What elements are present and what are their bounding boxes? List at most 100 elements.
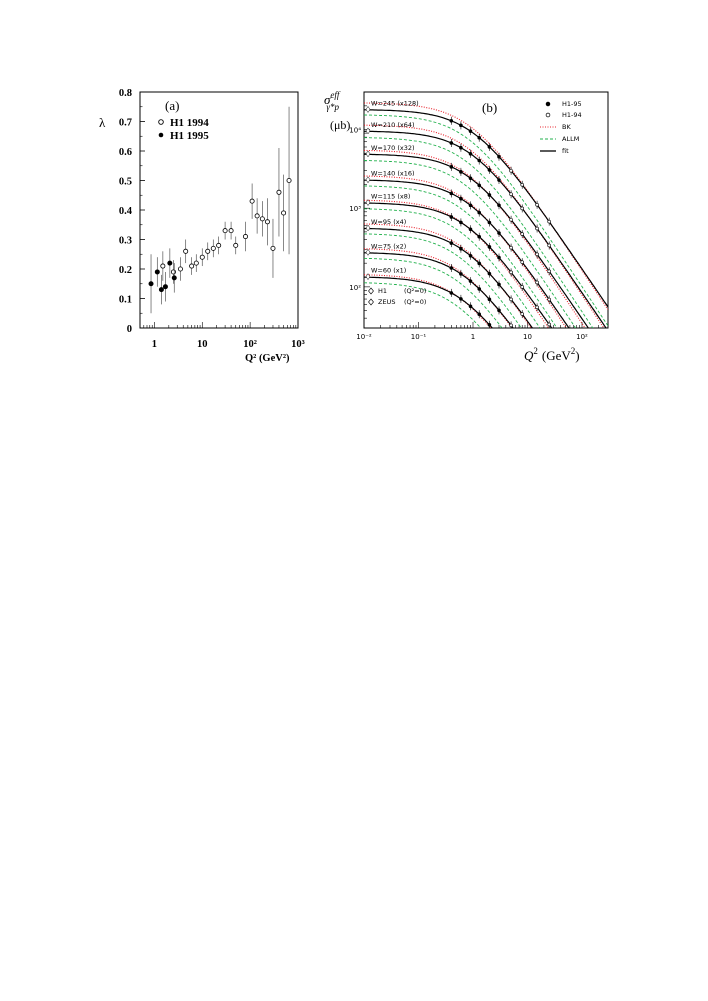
panel-a-x-axis-label: Q² (GeV²) bbox=[245, 353, 290, 364]
curve-label-3: W=140 (x16) bbox=[371, 170, 415, 178]
data-point-2-2 bbox=[468, 176, 473, 181]
y-tick-label-4: 0.4 bbox=[119, 206, 133, 217]
data-point-5-0 bbox=[449, 241, 454, 245]
data-point-6-1 bbox=[459, 272, 463, 276]
curve-label-5: W=95 (x4) bbox=[371, 218, 406, 226]
point-h1-1995-3 bbox=[162, 284, 168, 290]
panel-b-y-unit: (μb) bbox=[330, 118, 350, 132]
point-h1-1994-12 bbox=[233, 242, 239, 248]
data-point-6-3 bbox=[477, 287, 482, 291]
data-point-1-8 bbox=[535, 226, 539, 231]
y-tick-label-0: 0 bbox=[127, 324, 132, 335]
data-point-5-7 bbox=[520, 312, 525, 316]
data-point-2-9 bbox=[547, 269, 551, 274]
allm-curve-6 bbox=[364, 257, 503, 328]
data-point-6-0 bbox=[449, 266, 454, 270]
point-h1-1994-4 bbox=[189, 263, 195, 269]
data-point-0-1 bbox=[459, 123, 463, 128]
data-point-1-6 bbox=[509, 192, 513, 197]
legend-h1-1994-marker bbox=[158, 119, 164, 125]
b-x-tick-label-0: 10⁻² bbox=[356, 333, 372, 341]
data-point-7-1 bbox=[459, 297, 463, 301]
data-point-0-8 bbox=[535, 202, 539, 207]
data-point-1-4 bbox=[487, 168, 492, 172]
point-h1-1995-2 bbox=[158, 287, 164, 293]
data-point-3-8 bbox=[535, 280, 539, 285]
x-tick-label-0: 1 bbox=[152, 339, 157, 350]
allm-curve-0 bbox=[364, 114, 608, 327]
point-h1-1994-0 bbox=[160, 263, 166, 269]
data-point-4-9 bbox=[547, 322, 551, 327]
data-point-2-3 bbox=[477, 183, 482, 188]
allm-curve-1 bbox=[364, 137, 594, 328]
data-point-3-3 bbox=[477, 210, 482, 215]
data-point-4-3 bbox=[477, 234, 482, 239]
panel-b-curves: W=245 (x128) W=210 (x64) W=170 (x32) W=140 … bbox=[364, 99, 608, 328]
curve-label-2: W=170 (x32) bbox=[371, 144, 415, 152]
data-point-0-9 bbox=[547, 219, 551, 224]
data-point-7-0 bbox=[449, 291, 454, 295]
b-x-tick-label-1: 10⁻¹ bbox=[411, 333, 427, 341]
point-h1-1994-10 bbox=[222, 228, 228, 234]
photoproduction-point-0 bbox=[365, 106, 371, 113]
b-x-tick-label-4: 10² bbox=[576, 333, 588, 341]
x-tick-label-1: 10 bbox=[197, 339, 208, 350]
legend-h1-1995-marker bbox=[158, 132, 164, 138]
y-tick-label-7: 0.7 bbox=[119, 118, 132, 129]
panel-b: (b) σeff γ*p (μb) Q2 (GeV2) 10⁻² 10⁻¹ 1 10 10²… bbox=[324, 90, 609, 363]
fit-curve-5 bbox=[364, 227, 534, 328]
panel-b-legend: H1-95 H1-94 BK ALLM fit H1 (Q²=0) ZEUS (Q²=0) bbox=[365, 100, 582, 306]
curve-label-0: W=245 (x128) bbox=[371, 99, 419, 107]
fit-curve-3 bbox=[364, 179, 570, 328]
photoproduction-point-1 bbox=[365, 127, 371, 135]
photoproduction-point-3 bbox=[365, 176, 371, 184]
panel-b-curve-group bbox=[364, 102, 608, 328]
panel-a-points bbox=[148, 106, 292, 314]
data-point-3-5 bbox=[497, 231, 501, 235]
data-point-6-4 bbox=[487, 297, 492, 302]
point-h1-1995-1 bbox=[154, 269, 160, 275]
legend-low-marker-zeus bbox=[368, 298, 374, 306]
point-h1-1994-20 bbox=[281, 210, 287, 216]
data-point-6-5 bbox=[497, 308, 501, 313]
bk-curve-1 bbox=[364, 124, 605, 328]
data-point-5-3 bbox=[477, 261, 482, 266]
fit-curve-2 bbox=[364, 153, 590, 328]
point-h1-1994-18 bbox=[270, 245, 276, 251]
data-point-3-1 bbox=[459, 196, 463, 201]
y-tick-label-8: 0.8 bbox=[119, 88, 132, 99]
data-point-4-7 bbox=[520, 285, 525, 289]
legend-low-sub-h1: (Q²=0) bbox=[404, 287, 426, 295]
b-x-tick-label-2: 1 bbox=[471, 333, 475, 341]
data-point-0-0 bbox=[449, 118, 454, 123]
fit-curve-6 bbox=[364, 252, 514, 328]
data-point-1-2 bbox=[468, 152, 473, 156]
data-point-3-9 bbox=[547, 297, 551, 302]
point-h1-1994-15 bbox=[254, 213, 260, 219]
point-h1-1994-3 bbox=[183, 248, 189, 254]
legend-marker-h1-94 bbox=[545, 112, 551, 118]
point-h1-1994-9 bbox=[216, 242, 222, 248]
legend-h1-1995-label: H1 1995 bbox=[170, 130, 209, 142]
data-point-7-4 bbox=[487, 322, 492, 327]
legend-low-sub-zeus: (Q²=0) bbox=[404, 298, 426, 306]
data-point-4-5 bbox=[497, 255, 501, 260]
panel-a-legend: H1 1994 H1 1995 bbox=[158, 117, 209, 142]
legend-low-label-zeus: ZEUS bbox=[378, 298, 395, 306]
fit-curve-0 bbox=[364, 109, 608, 308]
point-h1-1994-8 bbox=[210, 245, 216, 251]
data-point-3-2 bbox=[468, 203, 473, 208]
point-h1-1994-17 bbox=[264, 219, 270, 225]
data-point-0-2 bbox=[468, 129, 473, 133]
data-point-1-5 bbox=[497, 178, 501, 182]
data-point-3-4 bbox=[487, 220, 492, 225]
legend-label-allm: ALLM bbox=[562, 135, 579, 143]
data-point-0-5 bbox=[497, 154, 501, 159]
fit-curve-7 bbox=[364, 276, 494, 328]
point-h1-1994-1 bbox=[170, 269, 176, 275]
data-point-4-4 bbox=[487, 245, 492, 249]
point-h1-1994-5 bbox=[193, 260, 199, 266]
point-h1-1995-0 bbox=[148, 281, 154, 287]
point-h1-1994-6 bbox=[199, 254, 205, 260]
data-point-2-0 bbox=[449, 165, 454, 169]
